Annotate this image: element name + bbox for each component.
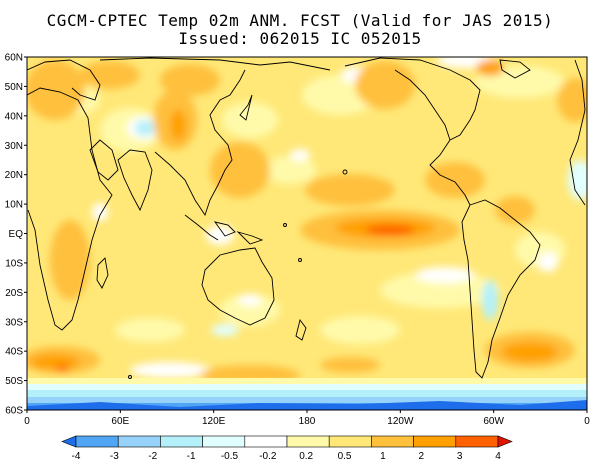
latitude-axis: 60N 50N 40N 30N 20N 10N EQ 10S 20S 30S 40S 50S 60S	[5, 53, 27, 417]
colorbar: -4 -3 -2 -1 -0.5 -0.2 0.2 0.5 1 2 3 4	[61, 435, 513, 462]
map-title: CGCM-CPTEC Temp 02m ANM. FCST (Valid for…	[46, 11, 554, 30]
lat-label: 50S	[5, 376, 23, 387]
lon-label: 120E	[202, 416, 226, 427]
lon-label: 60W	[483, 416, 504, 427]
lat-label: 60N	[5, 53, 23, 64]
colorbar-label: 0.5	[338, 451, 352, 462]
colorbar-swatch	[75, 435, 119, 448]
colorbar-swatch	[371, 435, 414, 448]
lon-label: 120W	[387, 416, 414, 427]
anomaly-field	[27, 57, 587, 410]
lat-label: 40N	[5, 111, 23, 122]
colorbar-label: -0.2	[259, 451, 277, 462]
lat-label: 50N	[5, 82, 23, 93]
lon-label: 0	[24, 416, 30, 427]
lat-label: 20S	[5, 288, 23, 299]
colorbar-label: 2	[418, 451, 424, 462]
lat-label: 30N	[5, 141, 23, 152]
coastlines	[27, 57, 586, 379]
lat-label: 30S	[5, 317, 23, 328]
colorbar-label: -1	[187, 451, 196, 462]
colorbar-swatch	[286, 435, 330, 448]
longitude-axis: 0 60E 120E 180 120W 60W 0	[24, 410, 590, 427]
colorbar-swatch	[117, 435, 161, 448]
colorbar-label: 1	[380, 451, 386, 462]
colorbar-label: 3	[457, 451, 463, 462]
colorbar-label: -2	[148, 451, 157, 462]
colorbar-label: -0.5	[221, 451, 239, 462]
map-subtitle: Issued: 062015 IC 052015	[178, 29, 422, 48]
colorbar-swatch	[497, 435, 513, 448]
lon-label: 60E	[111, 416, 129, 427]
lat-label: 40S	[5, 347, 23, 358]
lat-label: 60S	[5, 406, 23, 417]
lon-label: 180	[299, 416, 316, 427]
colorbar-swatch	[160, 435, 203, 448]
lat-label: EQ	[9, 229, 24, 240]
colorbar-swatch	[244, 435, 288, 448]
colorbar-swatch	[202, 435, 246, 448]
lat-label: 10S	[5, 258, 23, 269]
lon-label: 0	[584, 416, 590, 427]
colorbar-label: -4	[72, 451, 81, 462]
colorbar-label: -3	[110, 451, 119, 462]
colorbar-label: 0.2	[299, 451, 313, 462]
lat-label: 20N	[5, 170, 23, 181]
colorbar-swatch	[328, 435, 372, 448]
colorbar-swatch	[455, 435, 499, 448]
lat-label: 10N	[5, 200, 23, 211]
colorbar-label: 4	[495, 451, 501, 462]
colorbar-swatch	[413, 435, 457, 448]
colorbar-swatch	[61, 435, 77, 448]
